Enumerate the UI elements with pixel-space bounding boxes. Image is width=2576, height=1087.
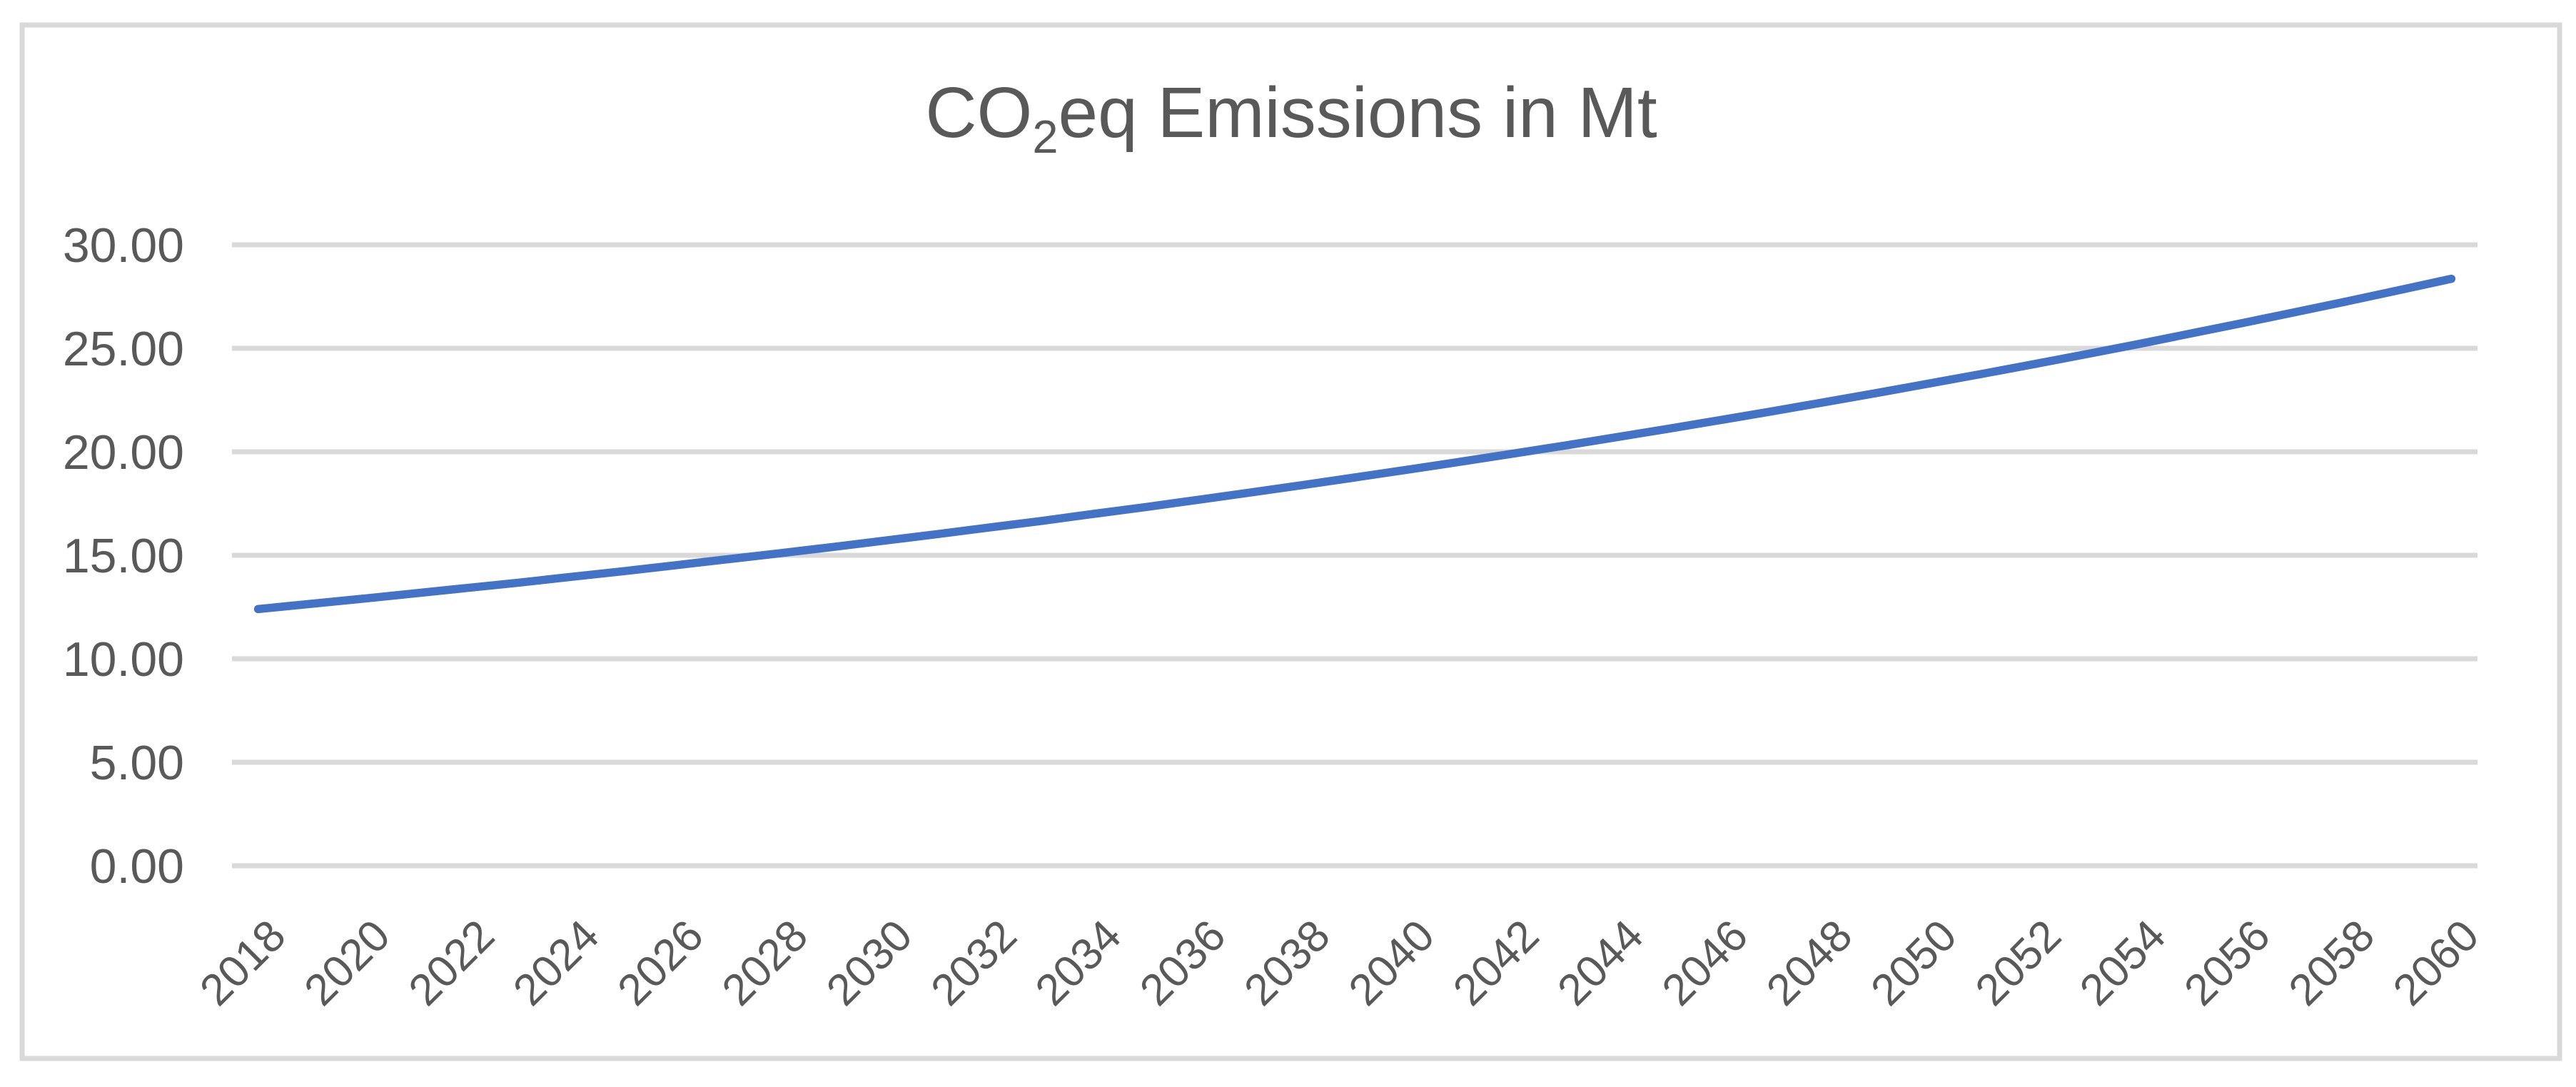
chart-border	[19, 22, 2562, 1061]
emissions-line	[253, 274, 2456, 614]
y-axis-tick-label: 20.00	[63, 425, 184, 480]
y-axis-tick-label: 0.00	[90, 839, 184, 894]
y-axis-tick-label: 15.00	[63, 529, 184, 583]
y-axis-tick-label: 25.00	[63, 322, 184, 376]
y-axis-tick-label: 10.00	[63, 632, 184, 687]
y-axis-tick-label: 5.00	[90, 736, 184, 790]
y-axis-tick-label: 30.00	[63, 218, 184, 273]
chart-title: CO2eq Emissions in Mt	[925, 73, 1657, 163]
